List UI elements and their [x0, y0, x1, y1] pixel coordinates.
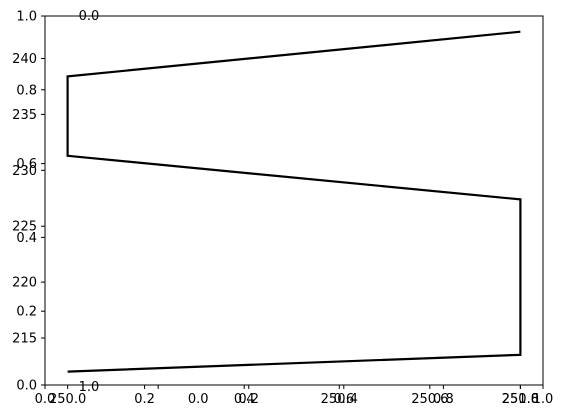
y-left-tick-label: 0.0	[16, 379, 37, 394]
y-twin-tick-label: 240	[12, 52, 37, 67]
y-left-tick-label: 0.2	[16, 305, 37, 320]
series-line	[66, 30, 522, 373]
y-twin-tick-label: 230	[12, 164, 37, 179]
y-twin-tick-label: 225	[12, 220, 37, 235]
x-twin-tick-label: 250.0	[49, 392, 86, 407]
x-twin-tick-label: 0.0	[188, 392, 209, 407]
x-bottom-tick-label: 0.8	[433, 392, 454, 407]
x-twin-tick-label: 250.6	[411, 392, 448, 407]
y-left-tick-label: 0.8	[16, 83, 37, 98]
y-left-tick-label: 0.4	[16, 231, 37, 246]
plot-area	[44, 15, 544, 386]
stray-bottom-label: 1.0	[79, 380, 100, 395]
x-bottom-tick-label: 0.2	[134, 392, 155, 407]
x-twin-tick-label: 251.0	[502, 392, 539, 407]
x-bottom-tick-label: 1.0	[533, 392, 554, 407]
x-twin-tick-label: 0.2	[238, 392, 259, 407]
y-twin-tick-label: 220	[12, 276, 37, 291]
y-twin-tick-label: 215	[12, 332, 37, 347]
x-bottom-tick-label: 0.0	[35, 392, 56, 407]
x-bottom-tick-label: 0.4	[234, 392, 255, 407]
y-twin-tick-label: 235	[12, 108, 37, 123]
x-bottom-tick-label: 0.6	[333, 392, 354, 407]
y-left-tick-label: 1.0	[16, 10, 37, 25]
stray-top-label: 0.0	[79, 9, 100, 24]
y-left-tick-label: 0.6	[16, 157, 37, 172]
x-twin-tick-label: 250.8	[502, 392, 539, 407]
x-twin-tick-label: 250.4	[321, 392, 358, 407]
